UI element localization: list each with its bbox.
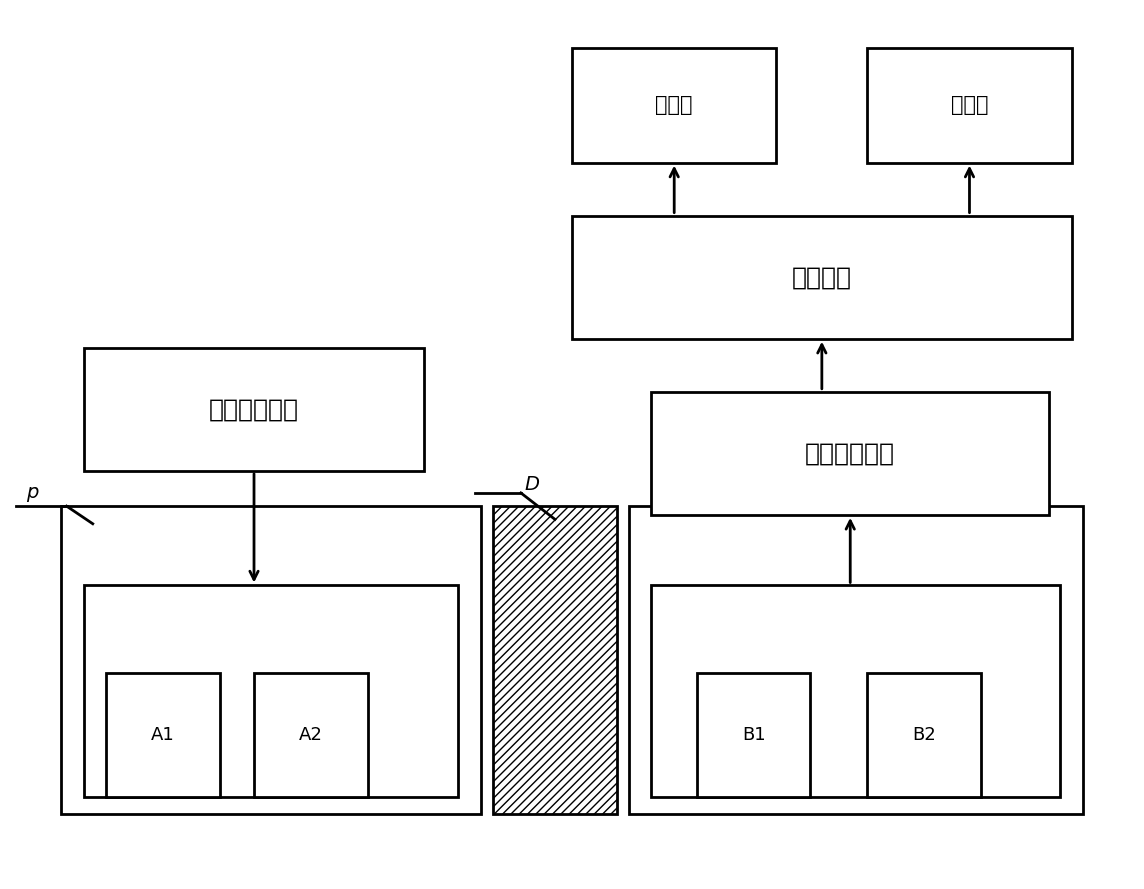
Text: B1: B1 [742, 726, 765, 744]
Text: p: p [26, 484, 39, 502]
Bar [493, 506, 618, 814]
Bar [867, 48, 1072, 163]
Bar [572, 215, 1072, 339]
Bar [84, 348, 424, 471]
Bar [106, 674, 220, 797]
Bar [651, 586, 1060, 797]
Text: 显示器: 显示器 [656, 95, 693, 116]
Bar [61, 506, 482, 814]
Bar [84, 586, 459, 797]
Text: D: D [525, 475, 540, 493]
Text: B2: B2 [912, 726, 936, 744]
Text: A2: A2 [299, 726, 323, 744]
Text: 微处理器: 微处理器 [792, 265, 852, 289]
Text: 打印机: 打印机 [951, 95, 988, 116]
Bar [254, 674, 367, 797]
Text: A1: A1 [151, 726, 175, 744]
Text: 超声波接收器: 超声波接收器 [805, 441, 896, 465]
Bar [651, 392, 1049, 515]
Bar [867, 674, 980, 797]
Bar [629, 506, 1083, 814]
Bar [572, 48, 777, 163]
Bar [697, 674, 810, 797]
Text: 超声波发生器: 超声波发生器 [209, 397, 299, 421]
